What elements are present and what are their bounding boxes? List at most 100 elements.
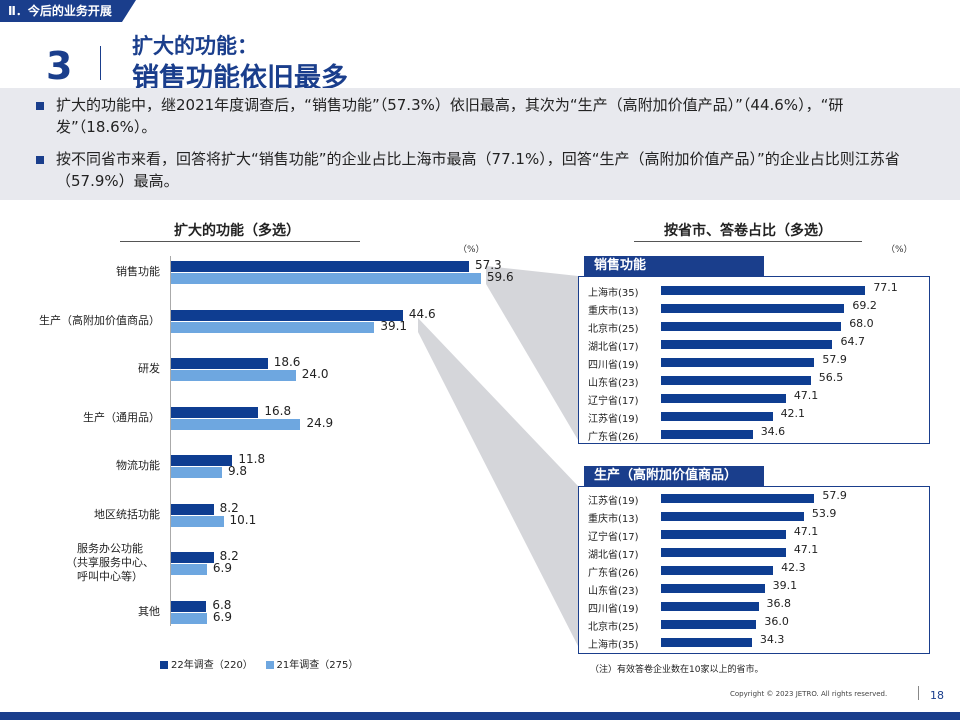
left-category-label-line: 地区统括功能 xyxy=(94,507,160,521)
left-chart-axis xyxy=(170,256,171,626)
panel-bar xyxy=(661,322,842,331)
slide-number: 3 xyxy=(46,44,73,88)
panel-bar xyxy=(661,530,786,539)
panel-category-label: 辽宁省(17) xyxy=(588,532,639,543)
title-divider xyxy=(100,46,101,80)
bar-value-label: 6.8 xyxy=(212,597,232,612)
bar-21 xyxy=(171,612,207,624)
left-category-label: 物流功能 xyxy=(10,459,160,473)
legend-label-22: 22年调查（220） xyxy=(171,660,253,671)
panel-category-label: 江苏省(19) xyxy=(588,414,639,425)
bar-value-label: 24.0 xyxy=(301,367,329,381)
bar-value-label: 57.3 xyxy=(474,258,502,272)
left-category-label: 服务办公功能 （共享服务中心、 呼叫中心等） xyxy=(60,542,160,584)
bar-value-label: 39.1 xyxy=(380,318,408,333)
bar-22 xyxy=(171,552,214,563)
bar-21 xyxy=(171,515,224,527)
bar-value-label: 6.9 xyxy=(212,609,232,624)
panel-bar xyxy=(661,340,833,349)
panel-bar xyxy=(661,548,786,557)
panel-bar-value: 53.9 xyxy=(811,507,837,520)
panel-category-label: 重庆市(13) xyxy=(588,306,639,317)
panel-category-label: 北京市(25) xyxy=(588,622,639,633)
panel-bar-value: 47.1 xyxy=(793,543,819,556)
bullet-text: 扩大的功能中，继2021年度调查后，“销售功能”（57.3%）依旧最高，其次为“… xyxy=(56,96,844,136)
bar-value-label: 44.6 xyxy=(408,306,436,321)
panel-bar xyxy=(661,566,774,575)
panel-bar xyxy=(661,412,773,421)
left-category-label-line: （共享服务中心、 xyxy=(66,556,154,569)
panel-bar-value: 47.1 xyxy=(793,525,819,538)
panel-bar xyxy=(661,430,753,439)
bar-21 xyxy=(171,321,375,333)
summary-box: 扩大的功能中，继2021年度调查后，“销售功能”（57.3%）依旧最高，其次为“… xyxy=(0,88,960,200)
panel-bar-value: 68.0 xyxy=(849,317,874,330)
bullet-square-icon xyxy=(36,156,44,164)
bullet-text: 按不同省市来看，回答将扩大“销售功能”的企业占比上海市最高（77.1%），回答“… xyxy=(56,150,900,190)
panel-title-production: 生产（高附加价值商品） xyxy=(584,466,764,486)
panel-bar-value: 47.1 xyxy=(793,389,819,402)
panel-title-sales: 销售功能 xyxy=(584,256,764,276)
left-category-label-line: 呼叫中心等） xyxy=(77,570,143,583)
panel-bar-value: 42.1 xyxy=(780,407,806,420)
panel-bar xyxy=(661,584,765,593)
bar-value-label: 6.9 xyxy=(212,561,232,575)
panel-bar-value: 34.3 xyxy=(759,633,785,646)
legend-21: 21年调查（275） xyxy=(265,660,358,671)
legend-22: 22年调查（220） xyxy=(160,660,253,671)
bar-value-label: 18.6 xyxy=(273,355,301,369)
panel-category-label: 江苏省(19) xyxy=(588,496,639,507)
bar-22 xyxy=(171,358,268,369)
panel-bar xyxy=(661,512,804,521)
connector-production xyxy=(418,318,578,646)
left-category-label-line: 研发 xyxy=(138,362,160,375)
panel-bar xyxy=(661,602,759,611)
bar-value-label: 59.6 xyxy=(486,270,514,284)
bullet-square-icon xyxy=(36,102,44,110)
right-chart-title: 按省市、答卷占比（多选） xyxy=(664,223,832,239)
right-unit-label: （%） xyxy=(886,245,913,255)
panel-bar-value: 57.9 xyxy=(822,353,847,366)
bottom-band xyxy=(0,712,960,720)
panel-bar-value: 56.5 xyxy=(818,371,844,384)
summary-bullet-1: 扩大的功能中，继2021年度调查后，“销售功能”（57.3%）依旧最高，其次为“… xyxy=(36,94,916,138)
panel-bar-value: 77.1 xyxy=(873,281,898,294)
panel-category-label: 湖北省(17) xyxy=(588,342,639,353)
panel-category-label: 上海市(35) xyxy=(588,640,639,651)
bar-21 xyxy=(171,467,222,478)
left-category-label-line: 物流功能 xyxy=(116,459,160,472)
bar-21 xyxy=(171,564,207,575)
left-chart-title-underline xyxy=(120,241,360,242)
panel-bar xyxy=(661,376,811,385)
bar-value-label: 16.8 xyxy=(264,403,292,418)
bar-value-label: 24.9 xyxy=(306,415,334,430)
panel-category-label: 四川省(19) xyxy=(588,604,639,615)
panel-category-label: 山东省(23) xyxy=(588,586,639,597)
left-category-label: 其他 xyxy=(10,605,160,619)
left-category-label: 地区统括功能 xyxy=(10,508,160,522)
bar-value-label: 11.8 xyxy=(238,452,266,466)
section-tag: Ⅱ．今后的业务开展 xyxy=(0,0,136,22)
left-category-label: 生产（通用品） xyxy=(10,411,160,425)
panel-bar-value: 39.1 xyxy=(772,579,798,592)
page-number: 18 xyxy=(930,689,944,702)
panel-box-sales xyxy=(578,276,930,444)
bar-value-label: 8.2 xyxy=(219,500,239,515)
legend-swatch-21 xyxy=(265,661,274,669)
left-category-label: 销售功能 xyxy=(10,265,160,279)
bar-value-label: 9.8 xyxy=(227,464,248,478)
panel-category-label: 湖北省(17) xyxy=(588,550,639,561)
summary-bullet-2: 按不同省市来看，回答将扩大“销售功能”的企业占比上海市最高（77.1%），回答“… xyxy=(36,148,916,192)
left-category-label-line: 服务办公功能 xyxy=(77,542,143,555)
panel-box-production xyxy=(578,486,930,654)
panel-bar xyxy=(661,638,752,647)
bar-22 xyxy=(171,406,259,418)
panel-category-label: 广东省(26) xyxy=(588,432,639,443)
connector-sales xyxy=(486,266,578,440)
panel-bar-value: 36.0 xyxy=(764,615,789,628)
panel-category-label: 山东省(23) xyxy=(588,378,639,389)
bar-22 xyxy=(171,309,403,321)
panel-bar xyxy=(661,620,757,629)
panel-category-label: 重庆市(13) xyxy=(588,514,639,525)
